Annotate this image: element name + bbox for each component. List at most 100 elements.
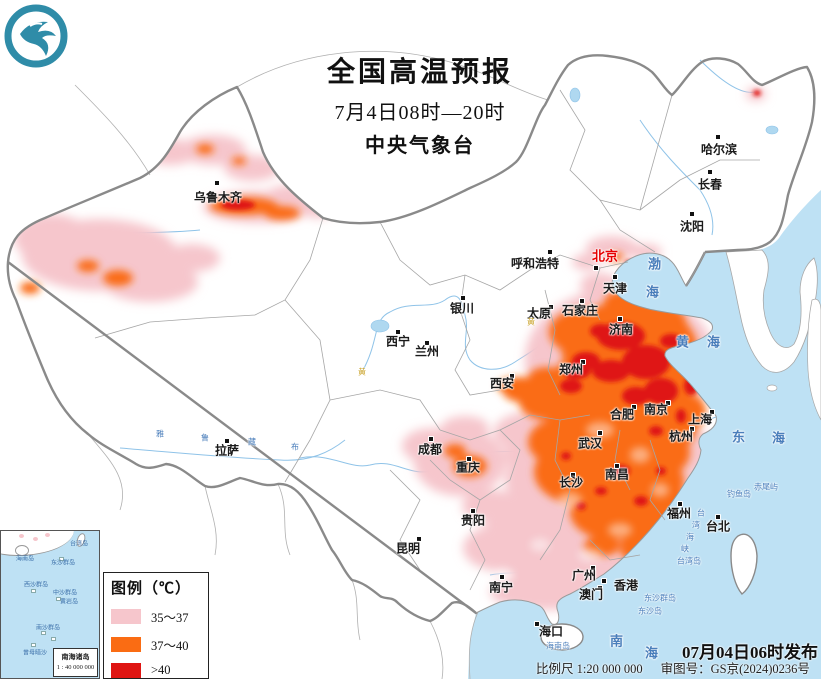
city-marker-dot <box>470 508 476 514</box>
island-label: 峡 <box>681 544 689 554</box>
inset-island-dot <box>41 631 46 635</box>
city-marker-dot <box>416 536 422 542</box>
foreign-borders <box>74 50 549 679</box>
city-label: 兰州 <box>414 344 440 359</box>
inset-island-label: 台湾岛 <box>69 541 89 548</box>
inset-hainan <box>15 545 29 556</box>
city-marker-dot <box>428 436 434 442</box>
river-label: 布 <box>291 442 299 452</box>
city-label: 沈阳 <box>679 219 705 234</box>
inset-island-dot <box>59 557 64 561</box>
city-label: 长沙 <box>558 475 584 490</box>
city-marker-dot <box>597 430 603 436</box>
city-label: 台北 <box>705 519 731 534</box>
city-marker-dot <box>547 249 553 255</box>
city-label: 武汉 <box>577 436 603 451</box>
city-label: 南宁 <box>488 580 514 595</box>
city-marker-dot <box>224 438 230 444</box>
city-marker-dot <box>548 304 554 310</box>
city-label: 呼和浩特 <box>510 256 560 271</box>
island-label: 湾 <box>692 520 700 530</box>
legend-item: 37～40 <box>111 635 208 654</box>
city-marker-dot <box>593 265 599 271</box>
legend-label: >40 <box>151 663 171 677</box>
city-marker-dot <box>677 501 683 507</box>
city-marker-dot <box>709 409 715 415</box>
city-label: 银川 <box>449 301 475 316</box>
city-label: 成都 <box>417 442 443 457</box>
legend-item: >40 <box>111 663 208 678</box>
city-marker-dot <box>617 316 623 322</box>
sea-label: 南 <box>609 633 625 649</box>
island-label: 台 <box>697 508 705 518</box>
city-label: 昆明 <box>395 541 421 556</box>
legend-swatch <box>111 609 141 624</box>
city-label: 澳门 <box>578 587 604 602</box>
cma-logo <box>4 4 68 68</box>
south-china-sea-inset: 台湾岛 东沙群岛 海南岛 西沙群岛 中沙群岛 黄岩岛 南沙群岛 曾母暗沙 南海诸岛 1 : 4… <box>0 530 100 679</box>
city-label: 杭州 <box>668 429 694 444</box>
city-marker-dot <box>509 373 515 379</box>
city-label: 北京 <box>591 248 619 264</box>
city-marker-dot <box>614 463 620 469</box>
city-label: 天津 <box>602 281 628 296</box>
sea-label: 海 <box>645 284 661 300</box>
city-label: 长春 <box>697 177 723 192</box>
island-label: 东沙岛 <box>638 606 662 616</box>
legend-swatch <box>111 663 141 678</box>
inset-island-label: 海南岛 <box>15 556 35 563</box>
inset-caption-title: 南海诸岛 <box>61 653 90 661</box>
page-title: 全国高温预报 <box>326 57 514 88</box>
island-label: 赤尾屿 <box>754 482 778 492</box>
inset-heat-dot <box>19 534 24 538</box>
city-marker-dot <box>689 211 695 217</box>
river-label: 鲁 <box>201 433 209 443</box>
legend-title: 图例（℃） <box>111 581 192 597</box>
legend-box: 图例（℃） 35～37 37～40 >40 <box>103 572 209 679</box>
inset-island-dot <box>51 637 56 641</box>
river-label: 雅 <box>156 429 164 439</box>
inset-island-label: 南沙群岛 <box>35 625 61 632</box>
sea-label: 海 <box>771 430 787 446</box>
inset-island-label: 西沙群岛 <box>23 582 49 589</box>
inset-island-dot <box>31 589 36 593</box>
inset-island-dot <box>31 643 36 647</box>
legend-label: 37～40 <box>151 639 189 653</box>
island-label: 台湾岛 <box>677 556 701 566</box>
city-marker-dot <box>499 574 505 580</box>
island-label: 海南岛 <box>546 641 570 651</box>
city-marker-dot <box>579 298 585 304</box>
inset-island-label: 东沙群岛 <box>50 560 76 567</box>
city-marker-dot <box>424 340 430 346</box>
island-label: 钓鱼岛 <box>727 489 751 499</box>
city-label: 西安 <box>489 376 515 391</box>
city-marker-dot <box>395 329 401 335</box>
city-marker-dot <box>597 585 603 591</box>
city-marker-dot <box>612 274 618 280</box>
korea-landmass <box>725 249 818 373</box>
city-marker-dot <box>534 621 540 627</box>
city-marker-dot <box>580 359 586 365</box>
city-label: 海口 <box>538 624 564 639</box>
city-label: 太原 <box>526 306 552 321</box>
inset-mainland <box>1 531 74 556</box>
city-label: 哈尔滨 <box>700 142 738 157</box>
city-label: 乌鲁木齐 <box>193 190 243 205</box>
legend-swatch <box>111 637 141 652</box>
sea-label: 海 <box>706 334 722 350</box>
legend-item: 35～37 <box>111 607 208 626</box>
title-block: 全国高温预报 7月4日08时—20时 中央气象台 <box>327 50 513 158</box>
city-label: 南昌 <box>604 467 630 482</box>
inset-island-label: 曾母暗沙 <box>22 650 48 657</box>
city-marker-dot <box>715 134 721 140</box>
jeju-island <box>766 384 778 392</box>
agency-name: 中央气象台 <box>364 135 475 157</box>
city-label: 拉萨 <box>214 443 240 458</box>
river-label: 黄 <box>527 317 535 327</box>
city-marker-dot <box>460 295 466 301</box>
forecast-period: 7月4日08时—20时 <box>334 102 506 124</box>
inset-island-dot <box>56 597 61 601</box>
river-label: 藏 <box>248 437 256 447</box>
